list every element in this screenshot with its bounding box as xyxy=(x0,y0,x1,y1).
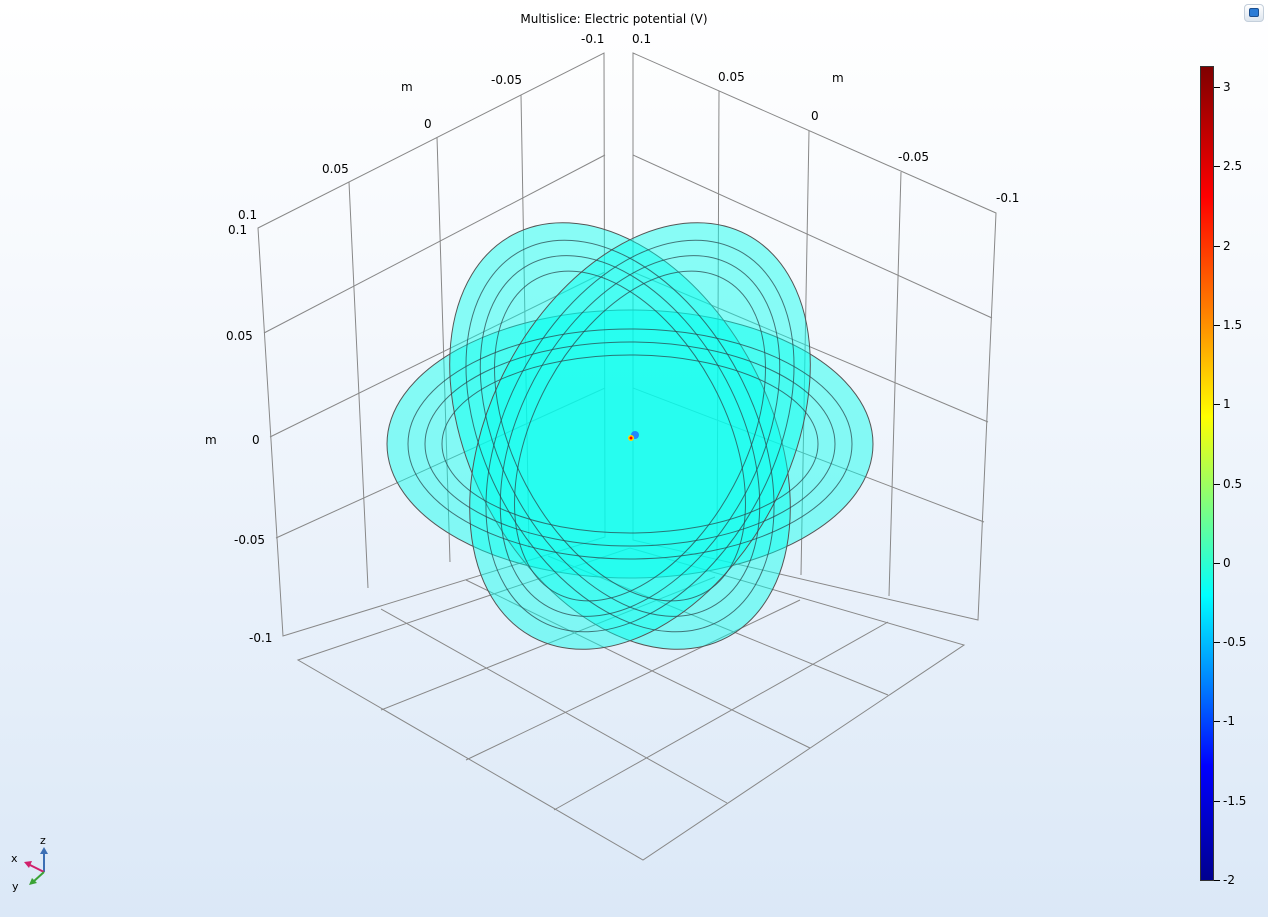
slice-contours xyxy=(407,239,853,633)
colorbar-tick xyxy=(1214,166,1220,167)
z-tick-label: 0 xyxy=(252,433,260,447)
x-axis-unit-label: m xyxy=(401,80,413,94)
colorbar-tick-label: -1 xyxy=(1223,714,1235,728)
colorbar-tick-label: 3 xyxy=(1223,80,1231,94)
colorbar-tick-label: -0.5 xyxy=(1223,635,1247,649)
colorbar-tick xyxy=(1214,721,1220,722)
y-tick-label: 0.1 xyxy=(632,32,651,46)
window-glyph xyxy=(1249,8,1259,17)
point-source xyxy=(628,431,639,441)
colorbar-tick xyxy=(1214,801,1220,802)
floor-grid xyxy=(296,547,966,861)
z-tick-label: 0.1 xyxy=(228,223,247,237)
colorbar-tick xyxy=(1214,880,1220,881)
colorbar-tick xyxy=(1214,246,1220,247)
colorbar-tick-label: 0.5 xyxy=(1223,477,1243,491)
slice-yz xyxy=(469,222,811,650)
y-tick-label: 0 xyxy=(811,109,819,123)
plot-title: Multislice: Electric potential (V) xyxy=(520,12,708,26)
colorbar-tick-label: 2 xyxy=(1223,239,1231,253)
color-legend-bar xyxy=(1200,66,1214,881)
z-tick-label: -0.1 xyxy=(249,631,272,645)
colorbar-tick xyxy=(1214,404,1220,405)
colorbar-tick xyxy=(1214,87,1220,88)
triad-z-label: z xyxy=(40,834,46,847)
colorbar-tick-label: -2 xyxy=(1223,873,1235,887)
x-tick-label: -0.05 xyxy=(491,73,522,87)
colorbar-tick-label: 1 xyxy=(1223,397,1231,411)
axis-orientation-triad: z x y xyxy=(11,834,48,893)
colorbar-tick-label: 1.5 xyxy=(1223,318,1243,332)
triad-x-label: x xyxy=(11,852,18,865)
colorbar-tick-label: 0 xyxy=(1223,556,1231,570)
x-tick-label: 0.05 xyxy=(322,162,349,176)
y-tick-label: -0.05 xyxy=(898,150,929,164)
colorbar-tick-label: -1.5 xyxy=(1223,794,1247,808)
graphics-window-icon[interactable] xyxy=(1244,4,1264,22)
z-tick-label: 0.05 xyxy=(226,329,253,343)
x-tick-label: 0.1 xyxy=(238,208,257,222)
colorbar-tick xyxy=(1214,563,1220,564)
z-tick-label: -0.05 xyxy=(234,533,265,547)
y-axis-unit-label: m xyxy=(832,71,844,85)
colorbar-tick xyxy=(1214,484,1220,485)
z-axis-unit-label: m xyxy=(205,433,217,447)
y-tick-label: 0.05 xyxy=(718,70,745,84)
slice-xz xyxy=(449,222,791,650)
x-tick-label: -0.1 xyxy=(581,32,604,46)
y-tick-label: -0.1 xyxy=(996,191,1019,205)
right-wall-grid xyxy=(632,52,997,621)
triad-y-label: y xyxy=(12,880,19,893)
colorbar-tick xyxy=(1214,325,1220,326)
colorbar-tick-label: 2.5 xyxy=(1223,159,1243,173)
x-tick-label: 0 xyxy=(424,117,432,131)
colorbar-tick xyxy=(1214,642,1220,643)
